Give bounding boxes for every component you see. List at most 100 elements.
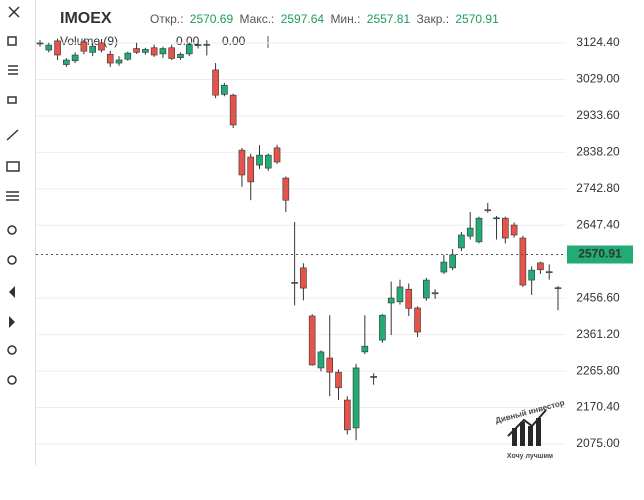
candle-body bbox=[168, 47, 175, 59]
y-tick-label: 2647.40 bbox=[576, 217, 620, 231]
toolbar bbox=[6, 6, 20, 385]
candle-body bbox=[177, 53, 184, 58]
candle-body bbox=[414, 307, 421, 333]
tool-icon[interactable] bbox=[7, 225, 17, 235]
y-tick-label: 2170.40 bbox=[576, 400, 620, 414]
candle-body bbox=[273, 147, 281, 163]
ohlc-label: Откр.: bbox=[150, 12, 183, 26]
plot-area bbox=[36, 38, 566, 445]
candle-body bbox=[133, 48, 140, 53]
candle-body bbox=[221, 84, 228, 95]
tool-icon[interactable] bbox=[7, 255, 17, 265]
y-tick-label: 3124.40 bbox=[576, 35, 620, 49]
tool-icon[interactable] bbox=[8, 65, 18, 75]
candle-body bbox=[98, 42, 105, 51]
candle-body bbox=[431, 292, 439, 295]
candle-body bbox=[387, 297, 395, 304]
last-price-label: 2570.91 bbox=[578, 247, 622, 261]
candle-body bbox=[89, 45, 96, 53]
candle-body bbox=[71, 54, 79, 62]
logo bbox=[520, 422, 525, 446]
candle-body bbox=[528, 269, 535, 281]
ohlc-value: 2570.91 bbox=[455, 12, 499, 26]
candle-body bbox=[203, 44, 211, 46]
candle-body bbox=[317, 351, 325, 369]
candle-body bbox=[229, 94, 237, 126]
indicator-value: 0.00 bbox=[222, 34, 246, 48]
candle-body bbox=[466, 227, 474, 237]
indicator-value: 0.00 bbox=[176, 34, 200, 48]
candle-body bbox=[519, 237, 527, 286]
y-tick-label: 2456.60 bbox=[576, 290, 620, 304]
y-tick-label: 2265.80 bbox=[576, 363, 620, 377]
candle-body bbox=[106, 53, 114, 64]
candle-body bbox=[282, 177, 290, 201]
y-tick-label: 2838.20 bbox=[576, 145, 620, 159]
candle-body bbox=[370, 376, 377, 378]
candle-body bbox=[124, 52, 132, 60]
candle-body bbox=[308, 315, 316, 366]
candle-body bbox=[115, 59, 123, 64]
tool-icon[interactable] bbox=[6, 161, 20, 172]
close-icon[interactable] bbox=[8, 6, 20, 18]
candle-body bbox=[405, 288, 413, 309]
logo bbox=[528, 426, 533, 446]
candle-body bbox=[502, 217, 509, 239]
candle-body bbox=[493, 217, 500, 220]
candle-body bbox=[361, 345, 369, 353]
candle-body bbox=[326, 357, 334, 373]
tool-icon[interactable] bbox=[7, 345, 17, 355]
y-tick-label: 3029.00 bbox=[576, 72, 620, 86]
tool-icon[interactable] bbox=[7, 36, 17, 46]
candle-body bbox=[291, 282, 298, 284]
candle-body bbox=[45, 44, 53, 51]
last-price-badge bbox=[567, 245, 633, 264]
y-tick-label: 2361.20 bbox=[576, 327, 620, 341]
ohlc-label: Мин.: bbox=[330, 12, 360, 26]
candle-body bbox=[80, 41, 88, 52]
tool-icon[interactable] bbox=[7, 375, 17, 385]
candle-body bbox=[142, 48, 149, 53]
tool-icon[interactable] bbox=[9, 286, 15, 298]
candle-body bbox=[343, 399, 351, 431]
candle-body bbox=[449, 254, 456, 269]
candle-body bbox=[545, 271, 553, 273]
ohlc-value: 2557.81 bbox=[367, 12, 411, 26]
tool-icon[interactable] bbox=[9, 316, 15, 328]
ohlc-value: 2570.69 bbox=[190, 12, 234, 26]
candle-body bbox=[63, 59, 70, 65]
watermark-text: Хочу лучшим bbox=[507, 453, 553, 460]
candle-body bbox=[159, 48, 167, 55]
candle-body bbox=[212, 69, 219, 96]
candle-body bbox=[379, 314, 386, 341]
candle-body bbox=[264, 154, 272, 169]
candle-body bbox=[256, 154, 263, 166]
logo bbox=[512, 428, 517, 446]
candle-body bbox=[36, 42, 44, 45]
tool-icon[interactable] bbox=[6, 129, 19, 141]
candle-body bbox=[396, 286, 404, 303]
candle-body bbox=[352, 367, 360, 429]
y-tick-label: 2742.80 bbox=[576, 181, 620, 195]
candle-body bbox=[335, 371, 342, 389]
candle-body bbox=[554, 287, 562, 290]
candle-body bbox=[300, 267, 307, 289]
ohlc-value: 2597.64 bbox=[281, 12, 325, 26]
ohlc-label: Макс.: bbox=[240, 12, 275, 26]
logo bbox=[536, 418, 541, 446]
candle-body bbox=[185, 44, 193, 55]
candle-body bbox=[194, 44, 202, 47]
chart-title: IMOEX bbox=[60, 10, 112, 27]
candle-body bbox=[537, 262, 544, 271]
tool-icon[interactable] bbox=[6, 191, 19, 201]
candle-body bbox=[440, 261, 448, 273]
candle-body bbox=[238, 149, 246, 176]
candle-body bbox=[150, 47, 158, 56]
candle-body bbox=[423, 279, 430, 299]
logo bbox=[507, 409, 547, 437]
y-tick-label: 2933.60 bbox=[576, 108, 620, 122]
tool-icon[interactable] bbox=[7, 96, 17, 104]
candle-body bbox=[54, 40, 61, 56]
